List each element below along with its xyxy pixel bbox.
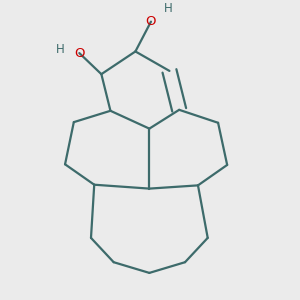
Text: O: O: [74, 46, 85, 60]
Text: H: H: [56, 43, 65, 56]
Text: H: H: [164, 2, 172, 15]
Text: O: O: [146, 15, 156, 28]
